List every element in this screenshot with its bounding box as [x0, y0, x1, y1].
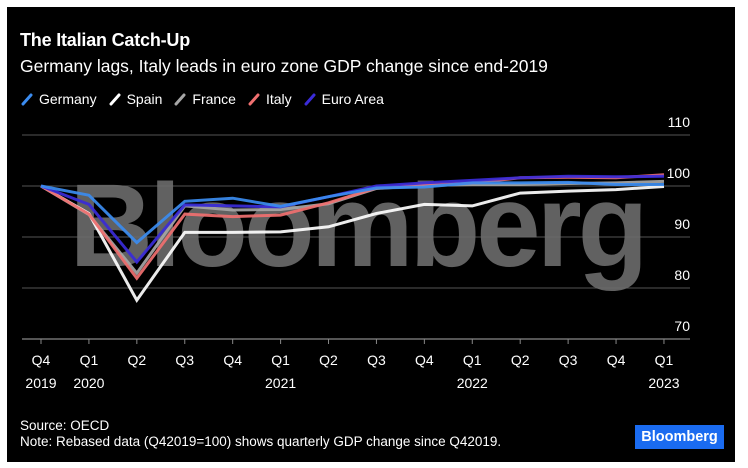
y-tick-label: 110	[668, 114, 691, 130]
x-tick-label-quarter: Q3	[559, 352, 578, 368]
x-tick-label-quarter: Q3	[175, 352, 194, 368]
chart-subtitle: Germany lags, Italy leads in euro zone G…	[20, 56, 548, 76]
series-line-germany	[40, 180, 664, 245]
x-tick-label-year: 2023	[648, 375, 679, 391]
y-tick-label: 80	[674, 267, 690, 283]
methodology-note: Note: Rebased data (Q42019=100) shows qu…	[20, 434, 502, 449]
legend: Germany Spain France Italy Euro Area	[21, 91, 396, 107]
y-tick-label: 100	[667, 165, 691, 181]
x-tick-label-quarter: Q1	[463, 352, 482, 368]
legend-label: France	[192, 91, 236, 107]
legend-label: Italy	[265, 91, 292, 107]
x-tick-label-quarter: Q4	[223, 352, 242, 368]
x-tick-label-year: 2022	[457, 375, 488, 391]
gridlines: 110 100 90 80 70	[22, 114, 690, 334]
x-tick-label-quarter: Q1	[655, 352, 674, 368]
legend-item-germany: Germany	[21, 91, 97, 107]
x-tick-label-quarter: Q4	[32, 352, 51, 368]
legend-swatch-icon	[174, 92, 186, 106]
x-tick-label-quarter: Q2	[127, 352, 146, 368]
x-tick-label-quarter: Q4	[415, 352, 434, 368]
x-tick-label-quarter: Q4	[607, 352, 626, 368]
x-tick-label-year: 2019	[25, 375, 56, 391]
legend-swatch-icon	[21, 92, 33, 106]
x-tick-label-year: 2021	[265, 375, 296, 391]
legend-item-spain: Spain	[109, 91, 163, 107]
bloomberg-logo[interactable]: Bloomberg	[635, 425, 724, 449]
legend-item-italy: Italy	[248, 91, 292, 107]
x-tick-label-quarter: Q2	[319, 352, 338, 368]
legend-item-france: France	[174, 91, 236, 107]
legend-label: Germany	[39, 91, 97, 107]
legend-label: Spain	[126, 91, 163, 107]
x-tick-label-quarter: Q3	[367, 352, 386, 368]
axis-layer: Q4 2019 Q1 2020 Q2 Q3 Q4 Q1 2021 Q2 Q3 Q4 Q1 2022 Q2 Q3…	[22, 338, 690, 391]
legend-label: Euro Area	[321, 91, 384, 107]
source-note: Source: OECD	[20, 418, 110, 433]
chart-title: The Italian Catch-Up	[20, 30, 191, 50]
legend-item-euro-area: Euro Area	[304, 91, 384, 107]
y-tick-label: 70	[674, 318, 690, 334]
legend-swatch-icon	[109, 92, 121, 106]
x-tick-label-quarter: Q2	[511, 352, 530, 368]
series-layer	[40, 173, 665, 304]
series-line-spain	[40, 184, 665, 304]
x-tick-label-quarter: Q1	[80, 352, 99, 368]
y-tick-label: 90	[674, 216, 690, 232]
x-tick-label-quarter: Q1	[271, 352, 290, 368]
legend-swatch-icon	[248, 92, 260, 106]
legend-swatch-icon	[304, 92, 316, 106]
x-tick-label-year: 2020	[73, 375, 104, 391]
